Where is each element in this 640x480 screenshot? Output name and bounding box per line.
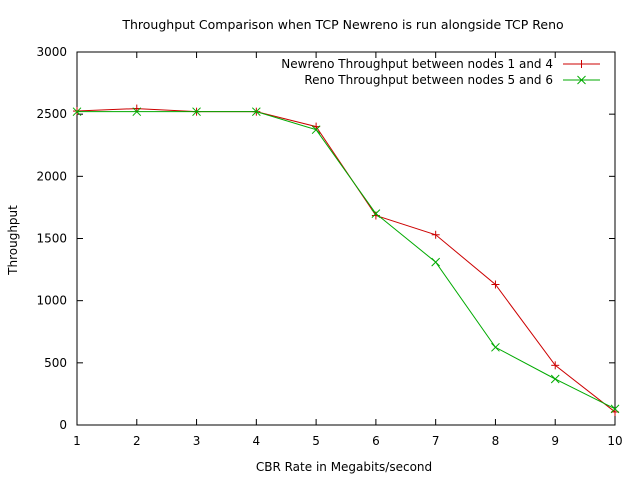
series-1-point xyxy=(551,361,560,370)
series-2-point xyxy=(550,374,560,384)
y-tick-label: 500 xyxy=(44,356,67,370)
y-tick-label: 3000 xyxy=(36,45,67,59)
series-2-point xyxy=(491,342,500,352)
x-tick-label: 9 xyxy=(551,434,559,448)
series-2-point xyxy=(431,257,441,267)
series-line-1 xyxy=(76,108,616,413)
legend: Newreno Throughput between nodes 1 and 4… xyxy=(281,57,600,87)
y-axis-label: Throughput xyxy=(6,205,20,276)
legend-label-1: Newreno Throughput between nodes 1 and 4 xyxy=(281,57,553,71)
y-tick-label: 2500 xyxy=(36,107,67,121)
legend-marker-1 xyxy=(577,60,586,68)
series-2-point xyxy=(610,404,620,414)
y-tick-label: 1000 xyxy=(36,294,67,308)
series-line-2 xyxy=(77,111,616,410)
axis-ticks: 1 2 3 4 5 6 7 8 9 10 0 500 1000 1500 2000 2500 3000 xyxy=(36,45,622,448)
x-tick-label: 1 xyxy=(73,434,81,448)
x-tick-label: 10 xyxy=(607,434,622,448)
x-tick-label: 7 xyxy=(432,434,440,448)
x-tick-label: 3 xyxy=(193,434,201,448)
chart-title: Throughput Comparison when TCP Newreno i… xyxy=(121,17,563,32)
x-tick-label: 4 xyxy=(253,434,261,448)
series-2-point xyxy=(371,209,381,218)
series-2-point xyxy=(132,107,142,117)
series-2-point xyxy=(192,107,201,117)
series-2-point xyxy=(311,125,321,135)
legend-marker-2 xyxy=(577,75,586,85)
y-tick-label: 1500 xyxy=(36,232,67,246)
y-tick-label: 0 xyxy=(59,418,67,432)
series-2-point xyxy=(251,107,261,117)
series-1-point xyxy=(491,280,500,289)
series-1-point xyxy=(431,230,440,239)
x-tick-label: 8 xyxy=(492,434,500,448)
plot-frame xyxy=(76,51,616,426)
y-tick-label: 2000 xyxy=(36,169,67,183)
x-axis-label: CBR Rate in Megabits/second xyxy=(256,460,432,474)
legend-label-2: Reno Throughput between nodes 5 and 6 xyxy=(304,73,553,87)
x-tick-label: 6 xyxy=(372,434,380,448)
series-2-point xyxy=(72,107,82,117)
x-tick-label: 5 xyxy=(312,434,320,448)
x-tick-label: 2 xyxy=(133,434,141,448)
series-layer xyxy=(72,104,620,416)
